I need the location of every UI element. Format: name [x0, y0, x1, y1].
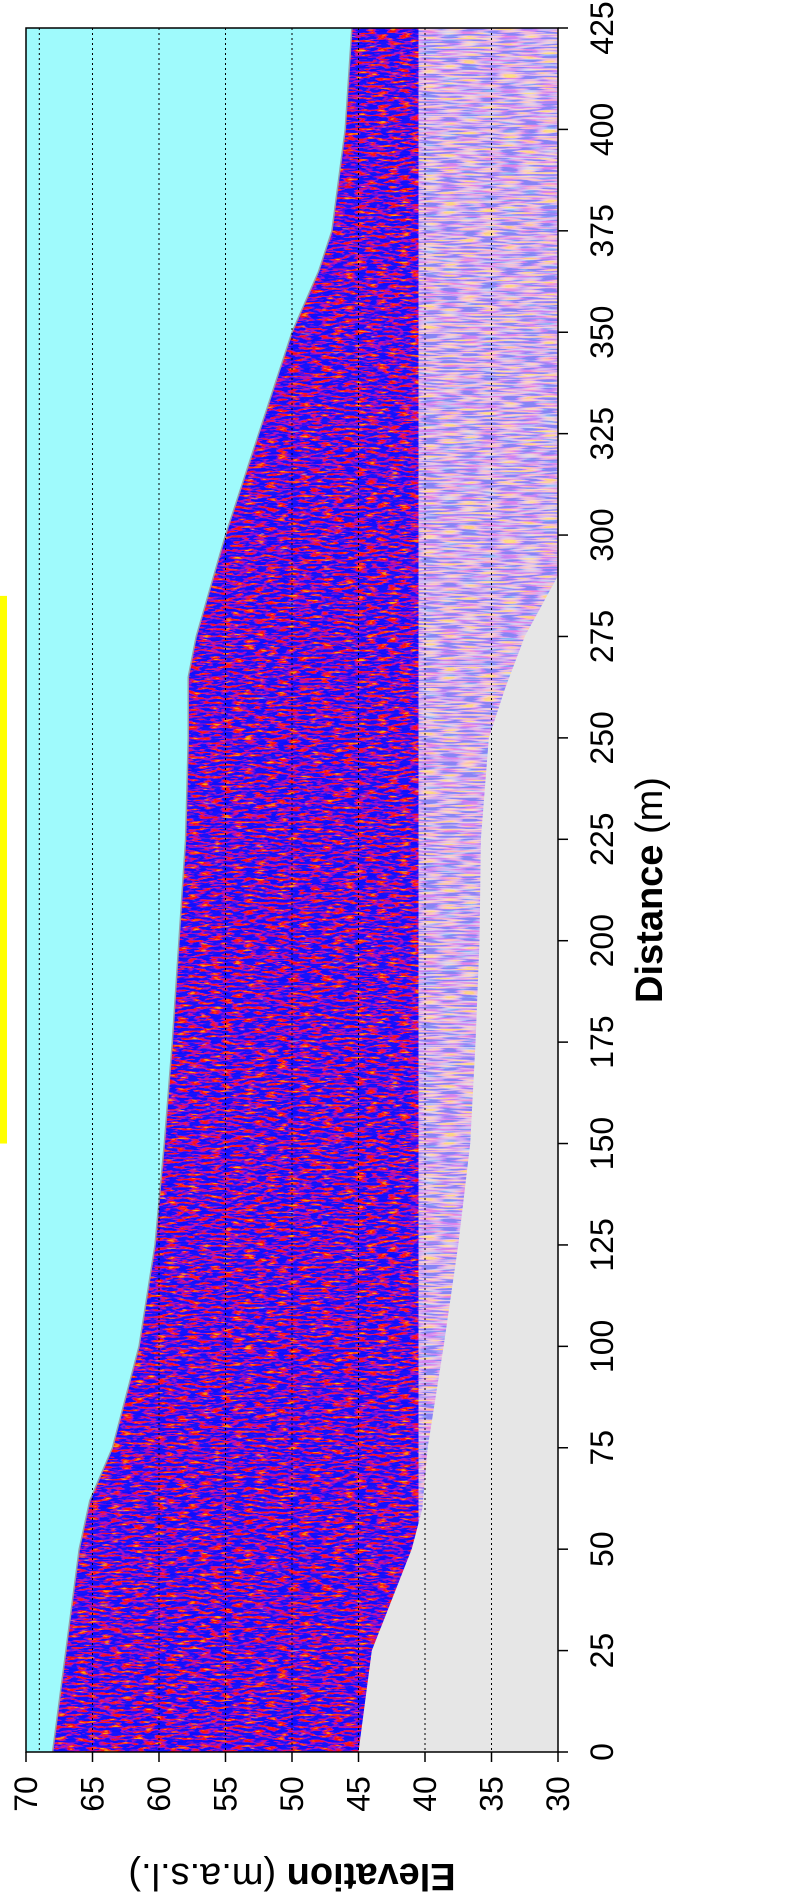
y-tick-label: 40 — [407, 1776, 443, 1812]
x-tick-label: 275 — [584, 610, 620, 663]
x-tick-label: 425 — [584, 1, 620, 54]
x-tick-label: 50 — [584, 1531, 620, 1567]
x-tick-label: 325 — [584, 407, 620, 460]
x-tick-label: 225 — [584, 813, 620, 866]
x-tick-label: 175 — [584, 1015, 620, 1068]
x-tick-label: 75 — [584, 1430, 620, 1466]
water-column — [26, 28, 352, 1752]
distance-axis-title-unit: (m) — [629, 777, 671, 845]
y-tick-label: 30 — [540, 1776, 576, 1812]
elevation-axis-title: Elevation (m.a.s.l.) — [128, 1855, 455, 1897]
x-tick-label: 400 — [584, 103, 620, 156]
x-tick-label: 375 — [584, 204, 620, 257]
x-tick-label: 100 — [584, 1320, 620, 1373]
water-bottom-line — [51, 28, 353, 1752]
highlight-marker — [0, 595, 7, 1144]
x-tick-label: 200 — [584, 914, 620, 967]
elevation-axis: 70 65 60 55 50 45 40 35 30 — [8, 1752, 576, 1812]
x-tick-label: 150 — [584, 1117, 620, 1170]
y-tick-label: 50 — [274, 1776, 310, 1812]
x-tick-label: 300 — [584, 508, 620, 561]
distance-axis-title-main: Distance — [629, 845, 671, 1003]
x-tick-label: 250 — [584, 711, 620, 764]
no-data-area — [358, 575, 558, 1752]
x-tick-label: 125 — [584, 1218, 620, 1271]
distance-axis: 0 25 50 75 100 125 150 175 200 225 250 275 300 325 350… — [558, 1, 620, 1761]
elevation-axis-title-unit: (m.a.s.l.) — [128, 1855, 286, 1897]
elevation-gridlines — [38, 28, 492, 1752]
elevation-axis-title-main: Elevation — [287, 1855, 456, 1897]
y-tick-label: 70 — [8, 1776, 44, 1812]
x-tick-label: 350 — [584, 306, 620, 359]
strong-reflection-zone — [52, 28, 419, 1752]
plot-area — [26, 28, 558, 1752]
y-tick-label: 65 — [75, 1776, 111, 1812]
y-tick-label: 55 — [208, 1776, 244, 1812]
y-tick-label: 60 — [141, 1776, 177, 1812]
distance-axis-title: Distance (m) — [629, 777, 671, 1003]
x-tick-label: 0 — [584, 1743, 620, 1761]
y-tick-label: 45 — [341, 1776, 377, 1812]
x-tick-label: 25 — [584, 1633, 620, 1669]
y-tick-label: 35 — [474, 1776, 510, 1812]
